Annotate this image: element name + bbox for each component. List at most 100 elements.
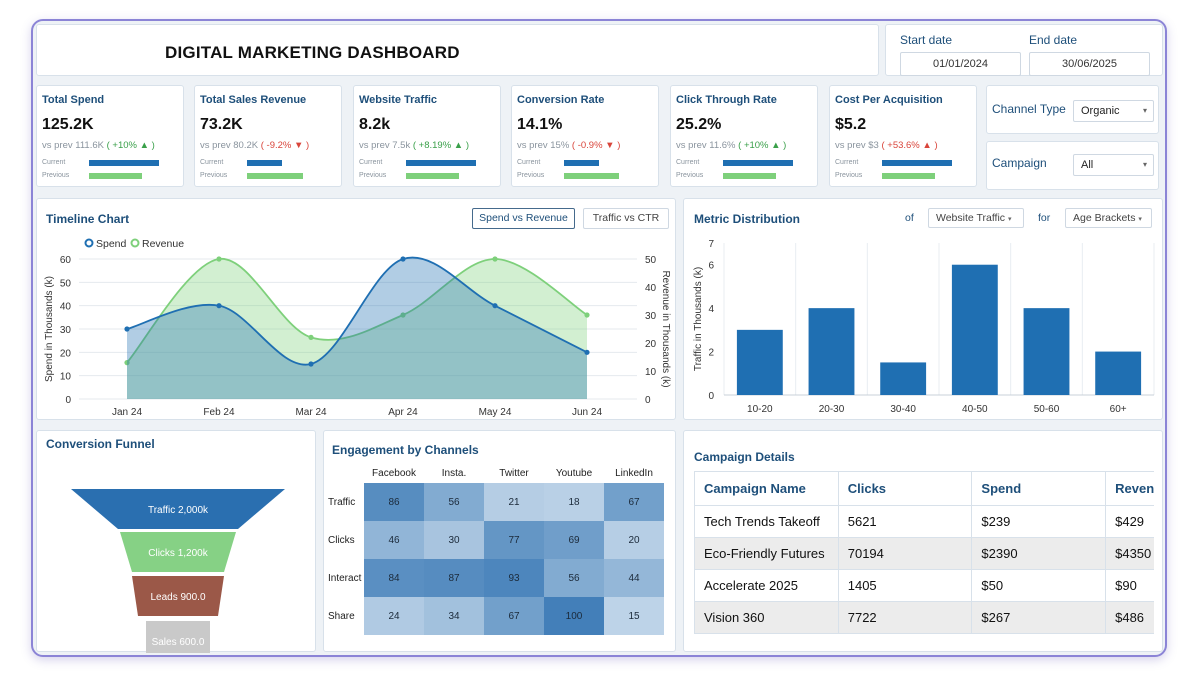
kpi-delta: ( +10% ▲ ) (738, 140, 787, 151)
dimension-select[interactable]: Age Brackets ▾ (1065, 208, 1152, 228)
heatmap-column-header: Facebook (372, 467, 416, 479)
table-row[interactable]: Eco-Friendly Futures 70194 $2390 $4350 (694, 537, 1154, 570)
timeline-chart-card: Timeline Chart Spend vs Revenue Traffic … (36, 198, 676, 420)
metric-distribution-title: Metric Distribution (694, 212, 801, 226)
end-date-label: End date (1029, 33, 1078, 47)
kpi-prev: vs prev 7.5k (359, 140, 411, 151)
heatmap-cell: 67 (484, 597, 544, 635)
y-tick-label: 60 (60, 255, 72, 266)
kpi-delta: ( -9.2% ▼ ) (260, 140, 310, 151)
heatmap-cell: 93 (484, 559, 544, 597)
kpi-delta: ( -0.9% ▼ ) (571, 140, 621, 151)
campaign-table-scroll[interactable]: Campaign Name Clicks Spend Reven Tech Trends… (694, 471, 1154, 646)
engagement-heatmap: Facebook Insta. Twitter Youtube LinkedIn Traf… (328, 463, 664, 635)
campaign-select[interactable]: All ▾ (1073, 154, 1154, 176)
table-column-header[interactable]: Campaign Name (694, 471, 839, 506)
table-cell: $2390 (971, 537, 1107, 570)
campaign-table: Campaign Name Clicks Spend Reven Tech Trends… (694, 471, 1154, 634)
bar (736, 329, 783, 395)
heatmap-column-header: Twitter (499, 467, 529, 479)
heatmap-cell: 69 (544, 521, 604, 559)
x-tick-label: May 24 (479, 407, 512, 418)
bar (1023, 308, 1070, 395)
channel-filter-card: Channel Type Organic ▾ (986, 85, 1159, 134)
table-cell: $50 (971, 569, 1107, 602)
kpi-current-label: Current (42, 159, 66, 166)
tab-spend-vs-revenue[interactable]: Spend vs Revenue (472, 208, 575, 229)
chevron-down-icon: ▾ (1142, 106, 1147, 115)
y-tick-label: 10 (60, 372, 72, 383)
funnel-stage (71, 489, 285, 529)
series-area-spend (127, 257, 587, 399)
table-column-header[interactable]: Clicks (837, 471, 973, 506)
y2-tick-label: 30 (645, 311, 657, 322)
kpi-current-bar (723, 160, 793, 166)
kpi-previous-label: Previous (42, 172, 70, 179)
series-point-revenue (400, 312, 406, 318)
series-line-revenue (126, 258, 588, 364)
kpi-value: $5.2 (835, 116, 867, 133)
x-tick-label: Apr 24 (388, 407, 418, 418)
kpi-value: 8.2k (359, 116, 391, 133)
funnel-stage-label: Clicks 1,200k (148, 548, 208, 559)
channel-type-select[interactable]: Organic ▾ (1073, 100, 1154, 122)
heatmap-cell: 67 (604, 483, 664, 521)
end-date-input[interactable]: 30/06/2025 (1029, 52, 1150, 76)
kpi-prev: vs prev 11.6% (676, 140, 736, 151)
series-point-spend (308, 361, 314, 367)
y2-tick-label: 50 (645, 255, 657, 266)
campaign-details-card: Campaign Details Campaign Name Clicks Spen… (683, 430, 1163, 652)
table-cell: 1405 (837, 569, 973, 602)
heatmap-cell: 56 (544, 559, 604, 597)
x-tick-label: 40-50 (962, 404, 988, 415)
title-card: DIGITAL MARKETING DASHBOARD (36, 24, 879, 76)
kpi-comparison: vs prev 7.5k ( +8.19% ▲ ) (359, 140, 469, 151)
kpi-current-bar (564, 160, 599, 166)
heatmap-cell: 44 (604, 559, 664, 597)
kpi-card: Website Traffic 8.2k vs prev 7.5k ( +8.19%… (353, 85, 501, 187)
heatmap-cell: 56 (424, 483, 484, 521)
kpi-comparison: vs prev 15% ( -0.9% ▼ ) (517, 140, 620, 151)
metric-distribution-chart: 0 2 4 6 7 10-20 20-30 30-40 40-50 50-60 60+ Traffic… (693, 239, 1155, 415)
table-row[interactable]: Vision 360 7722 $267 $486 (694, 601, 1154, 634)
campaign-label: Campaign (992, 156, 1047, 170)
y-tick-label: 6 (708, 261, 714, 272)
timeline-chart-title: Timeline Chart (46, 212, 130, 226)
y-tick-label: 4 (708, 304, 714, 315)
table-row[interactable]: Tech Trends Takeoff 5621 $239 $429 (694, 505, 1154, 538)
x-tick-label: 60+ (1110, 404, 1127, 415)
start-date-input[interactable]: 01/01/2024 (900, 52, 1021, 76)
x-tick-label: 20-30 (819, 404, 845, 415)
table-cell: $4350 (1105, 537, 1154, 570)
table-cell: Accelerate 2025 (694, 569, 839, 602)
kpi-comparison: vs prev 80.2K ( -9.2% ▼ ) (200, 140, 309, 151)
kpi-prev: vs prev 15% (517, 140, 570, 151)
kpi-comparison: vs prev 111.6K ( +10% ▲ ) (42, 140, 155, 151)
kpi-current-label: Current (676, 159, 700, 166)
kpi-comparison: vs prev $3 ( +53.6% ▲ ) (835, 140, 938, 151)
table-column-header[interactable]: Spend (971, 471, 1107, 506)
y2-tick-label: 40 (645, 283, 657, 294)
series-point-revenue (216, 256, 222, 262)
table-cell: 70194 (837, 537, 973, 570)
y-axis-label: Traffic in Thousands (k) (693, 267, 704, 371)
y-tick-label: 20 (60, 348, 72, 359)
kpi-title: Click Through Rate (676, 94, 777, 106)
legend-label: Revenue (142, 238, 184, 250)
kpi-value: 14.1% (517, 116, 563, 133)
heatmap-row-label: Share (328, 597, 364, 635)
table-row[interactable]: Accelerate 2025 1405 $50 $90 (694, 569, 1154, 602)
engagement-title: Engagement by Channels (332, 443, 479, 457)
start-date-label: Start date (900, 33, 953, 47)
funnel-stage (146, 621, 210, 653)
kpi-prev: vs prev 111.6K (42, 140, 104, 151)
y-tick-label: 0 (65, 395, 71, 406)
kpi-comparison: vs prev 11.6% ( +10% ▲ ) (676, 140, 786, 151)
metric-select[interactable]: Website Traffic ▾ (928, 208, 1024, 228)
kpi-current-label: Current (517, 159, 541, 166)
series-point-spend (492, 303, 498, 309)
tab-traffic-vs-ctr[interactable]: Traffic vs CTR (583, 208, 669, 229)
table-column-header[interactable]: Reven (1105, 471, 1154, 506)
heatmap-cell: 15 (604, 597, 664, 635)
legend-marker (84, 238, 94, 248)
